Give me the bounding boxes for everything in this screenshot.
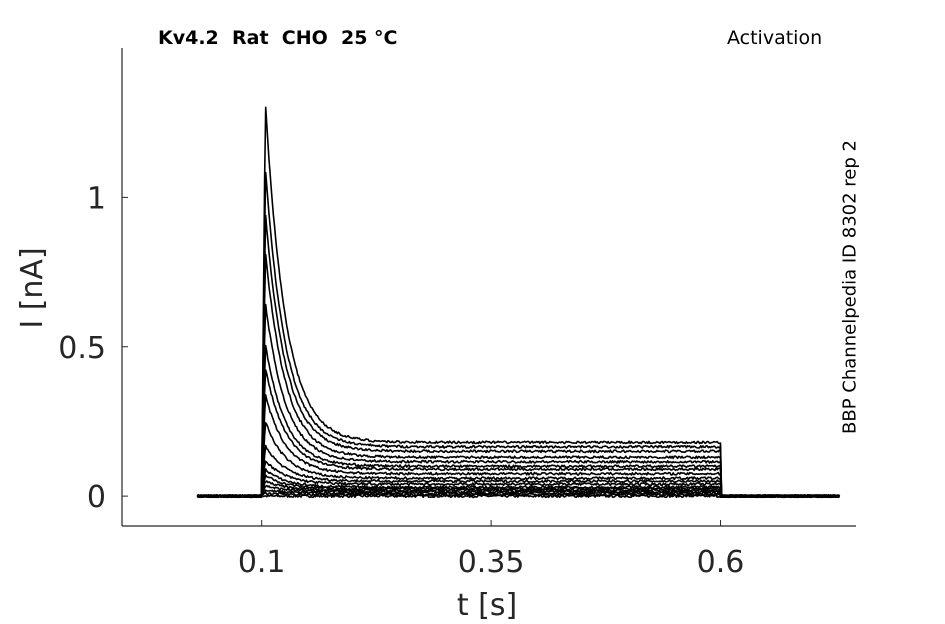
source-id-label: BBP Channelpedia ID 8302 rep 2 [839, 140, 861, 434]
trace-group [196, 106, 841, 499]
x-tick-label: 0.6 [697, 545, 745, 580]
chart-title: Kv4.2 Rat CHO 25 °C [158, 27, 398, 49]
current-trace-18 [197, 106, 841, 499]
y-ticks: 00.51 [58, 181, 128, 515]
protocol-label: Activation [727, 27, 823, 49]
x-ticks: 0.1 0.35 0.6 [238, 520, 745, 580]
current-trace-17 [197, 171, 840, 499]
x-tick-label: 0.1 [238, 545, 286, 580]
x-axis-label: t [s] [457, 588, 517, 623]
y-tick-label: 0.5 [58, 331, 106, 366]
y-tick-label: 1 [87, 181, 106, 216]
y-tick-label: 0 [87, 480, 106, 515]
y-axis-label: I [nA] [15, 247, 50, 328]
x-tick-label: 0.35 [458, 545, 525, 580]
